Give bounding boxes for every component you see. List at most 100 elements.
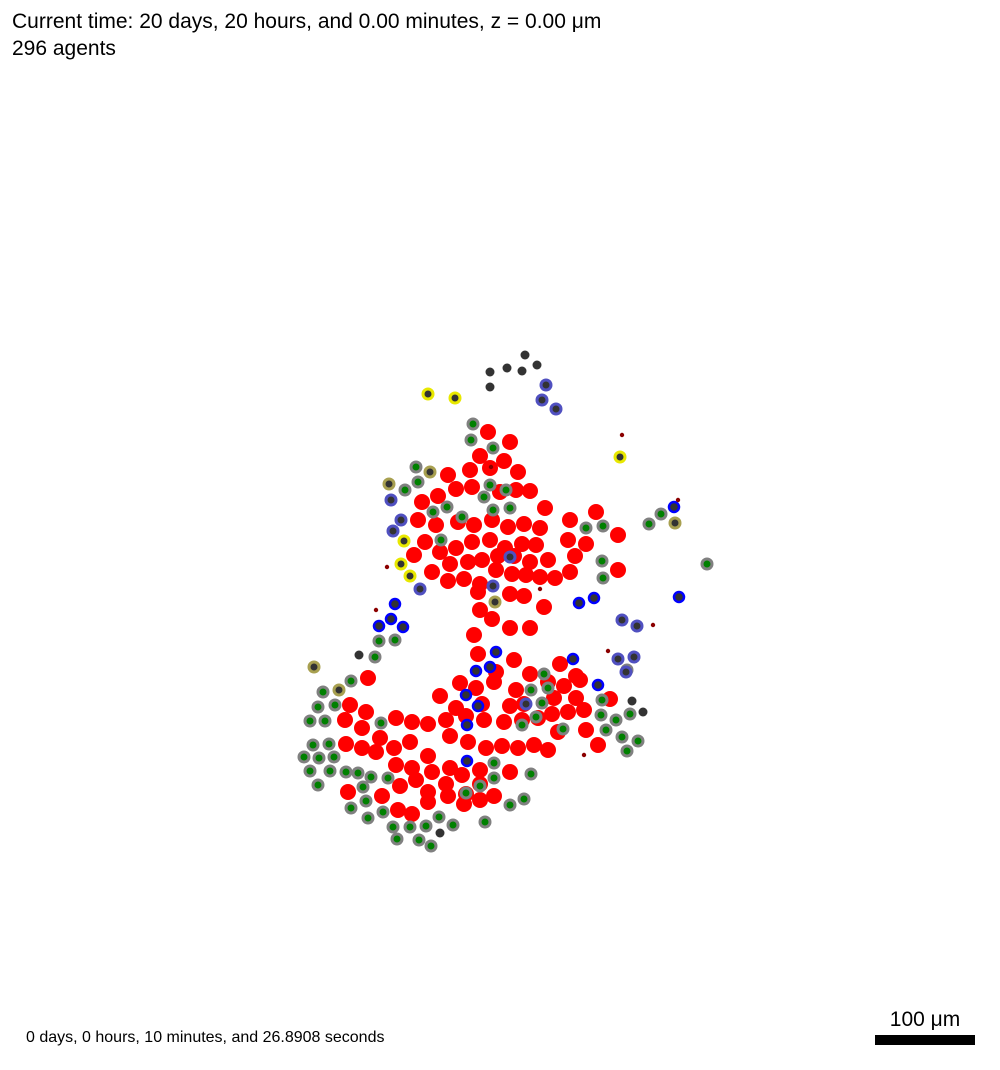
tumor-cell	[438, 776, 454, 792]
green-cell	[486, 503, 500, 517]
green-cell	[486, 441, 500, 455]
green-cell	[487, 756, 501, 770]
green-cell	[424, 839, 438, 853]
tumor-cell	[610, 562, 626, 578]
tumor-cell	[464, 534, 480, 550]
tumor-cell	[404, 806, 420, 822]
tumor-cell	[474, 552, 490, 568]
green-cell	[339, 765, 353, 779]
green-cell	[455, 510, 469, 524]
dark-cell	[627, 696, 637, 706]
green-cell	[483, 478, 497, 492]
blue-ringed-cell	[667, 500, 681, 514]
dark-cell	[638, 707, 648, 717]
tumor-cell	[368, 744, 384, 760]
blue-ringed-cell	[471, 699, 485, 713]
tumor-cell	[526, 737, 542, 753]
tumor-cell	[432, 688, 448, 704]
tumor-cell	[547, 570, 563, 586]
tumor-cell	[486, 674, 502, 690]
blue-ringed-cell	[587, 591, 601, 605]
green-cell	[517, 792, 531, 806]
tumor-cell	[528, 537, 544, 553]
green-cell	[311, 700, 325, 714]
tumor-cell	[562, 512, 578, 528]
tumor-cell	[462, 462, 478, 478]
green-cell	[631, 734, 645, 748]
tumor-cell	[502, 698, 518, 714]
green-cell	[398, 483, 412, 497]
tumor-cell	[442, 728, 458, 744]
green-cell	[359, 794, 373, 808]
green-cell	[327, 750, 341, 764]
tumor-cell	[432, 544, 448, 560]
tumor-cell	[476, 712, 492, 728]
blue-ringed-cell	[566, 652, 580, 666]
green-cell	[556, 722, 570, 736]
tumor-cell	[502, 434, 518, 450]
tumor-cell	[610, 527, 626, 543]
tumor-cell	[454, 767, 470, 783]
tumor-cell	[456, 571, 472, 587]
tumor-cell	[466, 517, 482, 533]
green-cell	[303, 714, 317, 728]
tumor-cell	[468, 680, 484, 696]
green-cell	[594, 708, 608, 722]
tumor-cell	[360, 670, 376, 686]
green-cell	[503, 501, 517, 515]
green-cell	[623, 707, 637, 721]
slate-ringed-cell	[627, 650, 641, 664]
tumor-cell	[420, 748, 436, 764]
scale-bar	[875, 1035, 975, 1045]
green-cell	[381, 771, 395, 785]
blue-ringed-cell	[460, 718, 474, 732]
tumor-cell	[342, 697, 358, 713]
tumor-cell	[340, 784, 356, 800]
tumor-cell	[410, 512, 426, 528]
green-cell	[351, 766, 365, 780]
debris-particle	[650, 622, 656, 628]
green-cell	[579, 521, 593, 535]
green-cell	[599, 723, 613, 737]
green-cell	[303, 764, 317, 778]
dark-cell	[517, 366, 527, 376]
green-cell	[596, 519, 610, 533]
tumor-cell	[452, 675, 468, 691]
slate-ringed-cell	[615, 613, 629, 627]
current-time-label: Current time: 20 days, 20 hours, and 0.0…	[12, 10, 602, 33]
green-cell	[419, 819, 433, 833]
yellow-ringed-cell	[397, 534, 411, 548]
tumor-cell	[424, 564, 440, 580]
tumor-cell	[414, 494, 430, 510]
tumor-cell	[388, 710, 404, 726]
green-cell	[316, 685, 330, 699]
yellow-ringed-cell	[394, 557, 408, 571]
yellow-ringed-cell	[448, 391, 462, 405]
blue-ringed-cell	[388, 597, 402, 611]
slate-ringed-cell	[630, 619, 644, 633]
debris-particle	[384, 564, 390, 570]
dark-cell	[502, 363, 512, 373]
tumor-cell	[508, 682, 524, 698]
green-cell	[412, 833, 426, 847]
tumor-cell	[537, 500, 553, 516]
tumor-cell	[478, 740, 494, 756]
tumor-cell	[578, 536, 594, 552]
green-cell	[361, 811, 375, 825]
tumor-cell	[562, 564, 578, 580]
tumor-cell	[472, 792, 488, 808]
tumor-cell	[448, 481, 464, 497]
green-cell	[312, 751, 326, 765]
tumor-cell	[510, 740, 526, 756]
tumor-cell	[460, 734, 476, 750]
olive-ringed-cell	[488, 595, 502, 609]
green-cell	[503, 798, 517, 812]
green-cell	[297, 750, 311, 764]
tumor-cell	[532, 569, 548, 585]
tumor-cell	[448, 540, 464, 556]
tumor-cell	[502, 586, 518, 602]
scale-bar-label: 100 μm	[889, 1008, 961, 1031]
debris-particle	[373, 607, 379, 613]
tumor-cell	[540, 742, 556, 758]
